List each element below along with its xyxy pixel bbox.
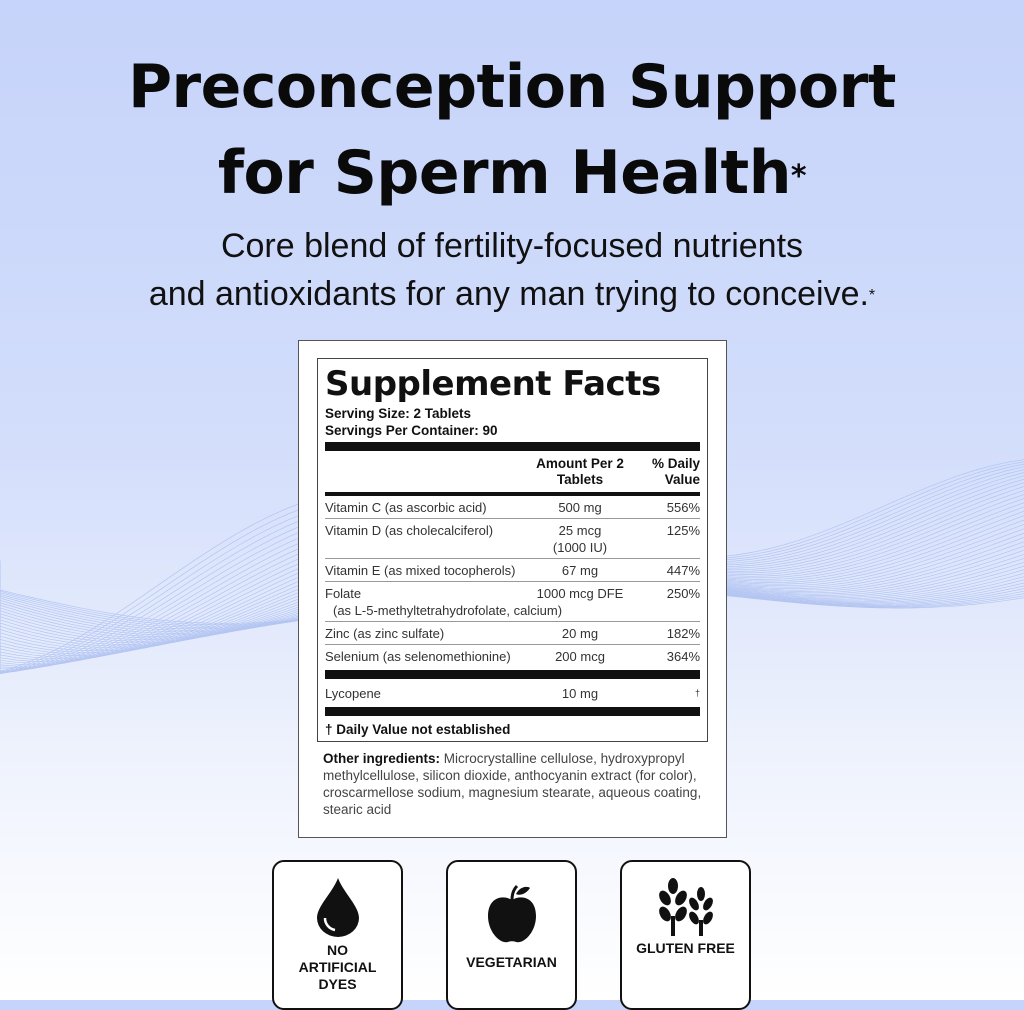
amount-text: 67 mg	[561, 563, 599, 578]
amount-text: 200 mcg	[555, 649, 605, 664]
serving-size: Serving Size: 2 Tablets	[325, 406, 472, 421]
nutrient-amount: 10 mg	[520, 685, 640, 702]
supplement-label: Supplement Facts Serving Size: 2 Tablets…	[298, 340, 727, 838]
nutrient-dv: 447%	[666, 563, 700, 578]
nutrient-name-text: Folate	[325, 586, 362, 601]
subheadline-line-1: Core blend of fertility-focused nutrient…	[220, 227, 804, 265]
nutrient-dv: †	[694, 688, 700, 698]
col-amount: Amount Per 2 Tablets	[536, 456, 624, 487]
divider	[325, 707, 700, 716]
nutrient-name: Zinc (as zinc sulfate)	[325, 625, 520, 642]
nutrient-row: Folate 1000 mcg DFE 250% (as L-5-methyltetr…	[325, 582, 700, 622]
nutrient-row: Vitamin C (as ascorbic acid) 500 mg 556%	[325, 496, 700, 519]
headline-line-1: Preconception Support	[128, 52, 896, 122]
nutrient-amount: 20 mg	[520, 625, 640, 642]
nutrient-dv: 250%	[666, 586, 700, 601]
nutrient-name: Lycopene	[325, 685, 520, 702]
nutrient-amount: 200 mcg	[520, 648, 640, 665]
nutrient-row: Lycopene 10 mg †	[325, 682, 700, 704]
nutrient-name: Selenium (as selenomethionine)	[325, 648, 520, 665]
badge-vegetarian: VEGETARIAN	[446, 860, 577, 1010]
table-header: Amount Per 2 Tablets % Daily Value	[325, 454, 700, 492]
apple-icon	[487, 884, 536, 943]
nutrient-row: Vitamin D (as cholecalciferol) 25 mcg (100…	[325, 519, 700, 559]
other-ingredients-text: Microcrystalline cellulose, hydroxypropy…	[323, 751, 702, 817]
nutrient-dv: 556%	[666, 500, 700, 515]
badge-label: NO ARTIFICIAL DYES	[298, 942, 377, 992]
amount-text: 1000 mcg DFE	[536, 586, 624, 601]
badge-label: GLUTEN FREE	[636, 940, 735, 956]
nutrient-name-text: Vitamin D (as cholecalciferol)	[325, 523, 494, 538]
nutrient-row: Zinc (as zinc sulfate) 20 mg 182%	[325, 622, 700, 645]
wheat-icon	[658, 878, 713, 936]
divider	[325, 492, 700, 496]
nutrient-amount: 67 mg	[520, 562, 640, 579]
badge-no-artificial-dyes: NO ARTIFICIAL DYES	[272, 860, 403, 1010]
amount-secondary: (1000 IU)	[552, 540, 608, 555]
supplement-facts-panel: Supplement Facts Serving Size: 2 Tablets…	[317, 358, 708, 742]
nutrient-name-text: Lycopene	[325, 686, 381, 701]
badge-gluten-free: GLUTEN FREE	[620, 860, 751, 1010]
amount-text: 25 mcg	[558, 523, 602, 538]
nutrient-name-text: Vitamin E (as mixed tocopherols)	[325, 563, 516, 578]
subheadline: Core blend of fertility-focused nutrient…	[0, 222, 1024, 318]
nutrient-row: Vitamin E (as mixed tocopherols) 67 mg 447…	[325, 559, 700, 582]
other-ingredients-label: Other ingredients:	[323, 751, 441, 766]
nutrient-name: Vitamin D (as cholecalciferol)	[325, 522, 520, 556]
badge-label: VEGETARIAN	[466, 954, 557, 970]
nutrient-name: Vitamin E (as mixed tocopherols)	[325, 562, 520, 579]
nutrient-name: Folate	[325, 585, 520, 602]
nutrient-amount: 1000 mcg DFE	[520, 585, 640, 602]
amount-text: 10 mg	[561, 686, 599, 701]
nutrient-name-text: Zinc (as zinc sulfate)	[325, 626, 445, 641]
col-dv: % Daily Value	[651, 456, 700, 487]
nutrient-name-text: Vitamin C (as ascorbic acid)	[325, 500, 487, 515]
divider	[325, 442, 700, 451]
nutrient-dv: 125%	[666, 523, 700, 538]
headline-line-2-text: for Sperm Health	[217, 138, 792, 208]
facts-title: Supplement Facts	[325, 364, 661, 404]
nutrient-row: Selenium (as selenomethionine) 200 mcg 364…	[325, 645, 700, 667]
asterisk: *	[790, 159, 807, 194]
headline-line-2: for Sperm Health*	[0, 130, 1024, 216]
subheadline-line-2: and antioxidants for any man trying to c…	[0, 270, 1024, 318]
amount-text: 20 mg	[561, 626, 599, 641]
drop-icon	[316, 878, 359, 937]
nutrient-dv: 182%	[666, 626, 700, 641]
divider	[325, 670, 700, 679]
nutrient-dv: 364%	[666, 649, 700, 664]
servings-per-container: Servings Per Container: 90	[325, 423, 498, 438]
headline: Preconception Support for Sperm Health*	[0, 44, 1024, 216]
nutrient-form: (as L-5-methyltetrahydrofolate, calcium)	[333, 603, 563, 618]
amount-text: 500 mg	[558, 500, 602, 515]
nutrient-name-text: Selenium (as selenomethionine)	[325, 649, 511, 664]
asterisk: *	[868, 287, 876, 304]
subheadline-line-2-text: and antioxidants for any man trying to c…	[148, 275, 869, 313]
footnote: † Daily Value not established	[325, 722, 511, 737]
nutrient-name: Vitamin C (as ascorbic acid)	[325, 499, 520, 516]
nutrient-amount: 25 mcg (1000 IU)	[520, 522, 640, 556]
other-ingredients: Other ingredients: Microcrystalline cell…	[323, 750, 713, 818]
nutrient-amount: 500 mg	[520, 499, 640, 516]
